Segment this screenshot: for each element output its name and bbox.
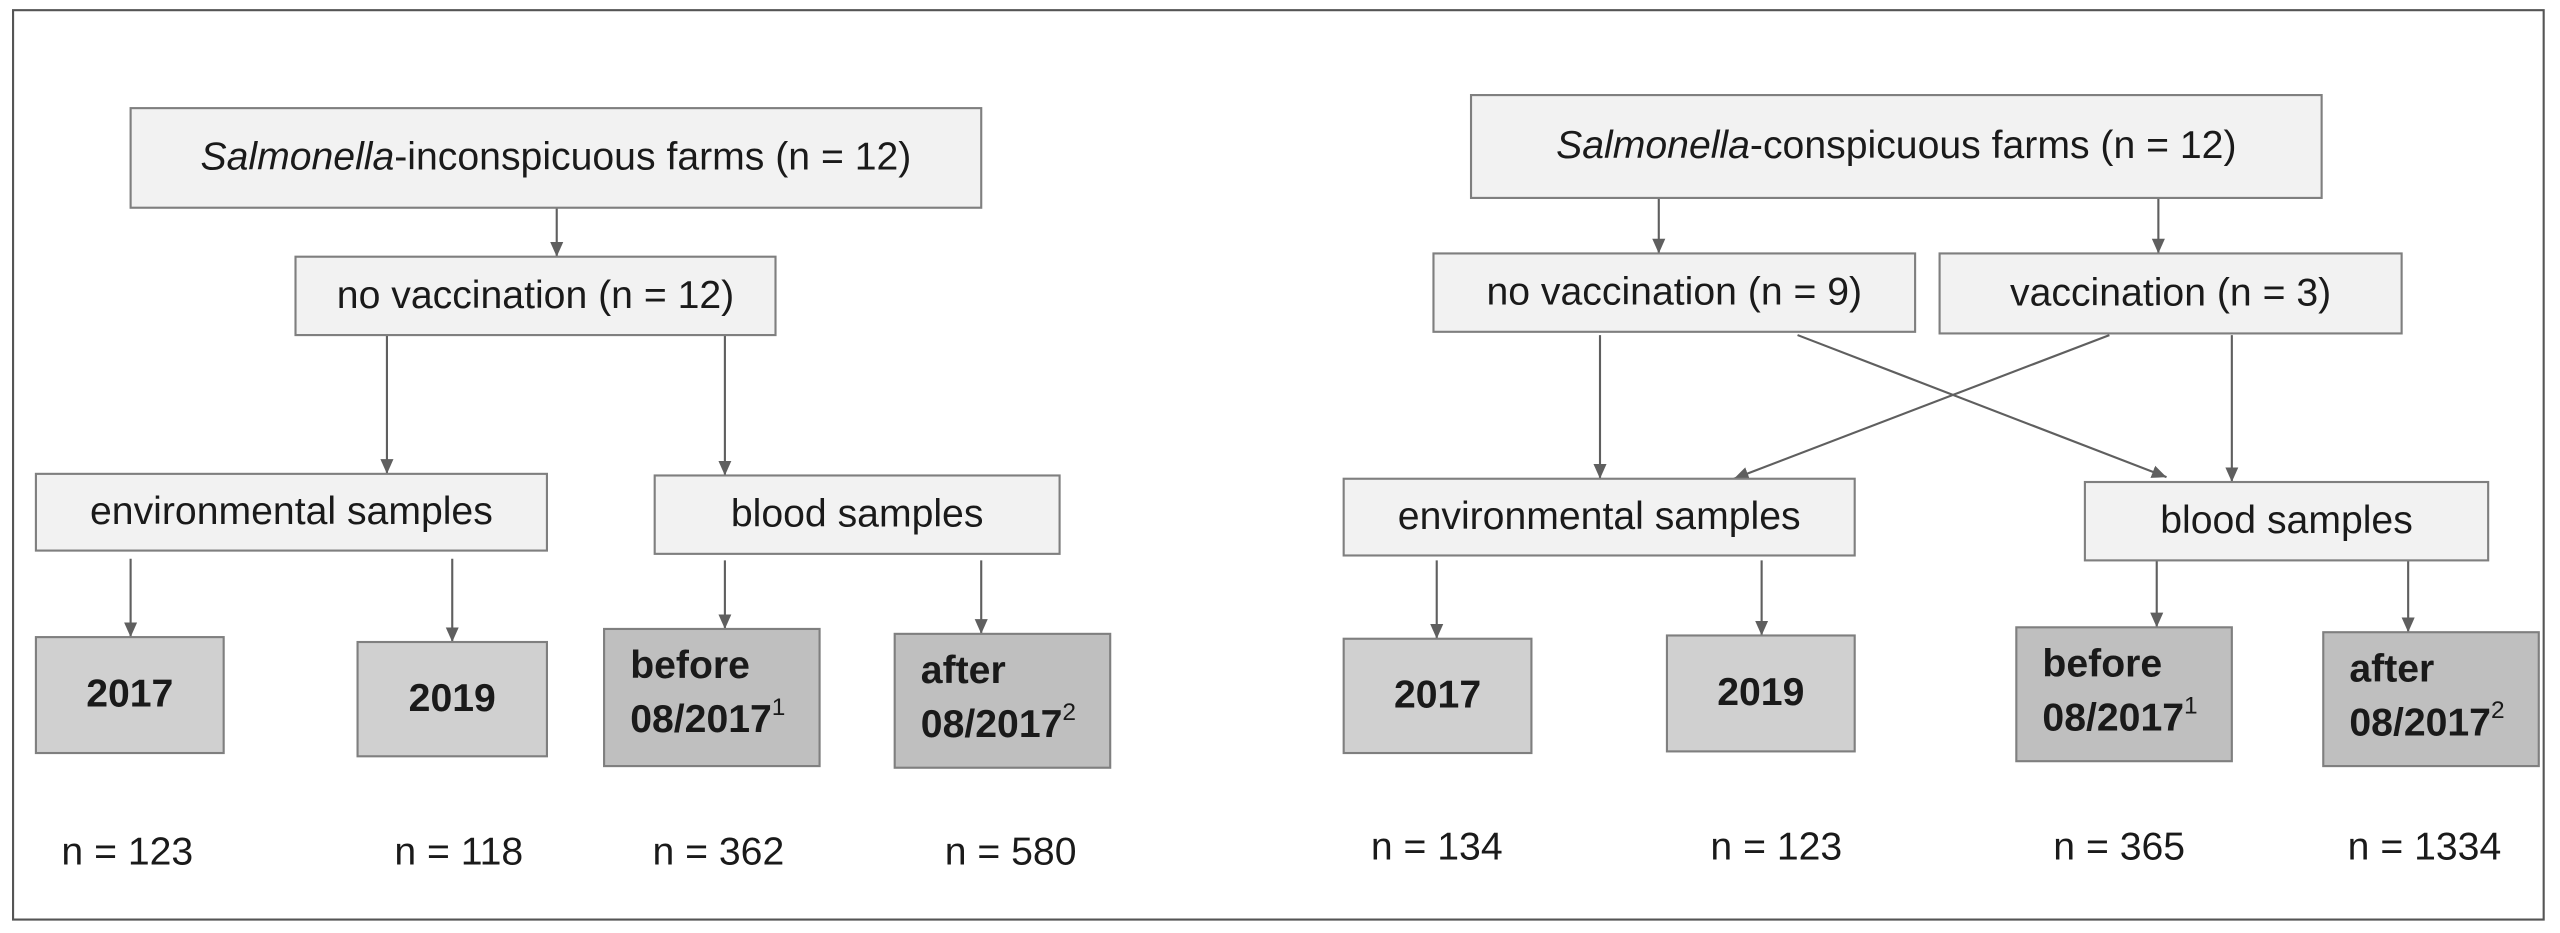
group-label: 2019 (1717, 671, 1804, 714)
vaccination-box (1938, 252, 2403, 335)
count-label: n = 123 (61, 831, 193, 874)
sample-type-box (34, 472, 548, 552)
count-label: n = 580 (945, 831, 1077, 874)
group-label: after (2349, 648, 2434, 691)
group-box (603, 627, 821, 768)
root-text: -inconspicuous farms (n = 12) (394, 136, 911, 179)
group-label: after (921, 649, 1006, 692)
group-box (1342, 637, 1533, 755)
sample-type-label: environmental samples (90, 490, 493, 533)
group-line: 08/2017 (2349, 702, 2491, 745)
group-label: 08/20172 (921, 699, 1076, 746)
footnote-mark: 2 (2491, 698, 2505, 725)
sample-type-box (653, 474, 1061, 555)
group-box (1665, 634, 1856, 753)
root-box (1469, 94, 2323, 199)
count-label: n = 362 (652, 831, 784, 874)
group-line: 08/2017 (630, 698, 772, 741)
group-box (2322, 631, 2540, 768)
footnote-mark: 1 (772, 694, 786, 721)
group-box (893, 632, 1112, 769)
count-label: n = 118 (394, 831, 523, 874)
count-label: n = 1334 (2348, 826, 2502, 869)
count-label: n = 134 (1371, 826, 1503, 869)
group-line: before (630, 644, 750, 687)
sample-type-box (2083, 480, 2490, 562)
group-line: 08/2017 (2042, 697, 2184, 740)
vaccination-label: no vaccination (n = 12) (337, 274, 734, 317)
group-box (2015, 626, 2233, 763)
group-line: after (2349, 648, 2434, 691)
group-line: 2019 (1717, 671, 1804, 714)
vaccination-box (294, 255, 777, 337)
root-italic: Salmonella (200, 136, 394, 179)
vaccination-label: no vaccination (n = 9) (1486, 271, 1862, 314)
sample-type-box (1342, 477, 1856, 557)
group-line: 08/2017 (921, 703, 1063, 746)
root-label: Salmonella-inconspicuous farms (n = 12) (200, 136, 911, 179)
root-box (129, 107, 983, 209)
root-italic: Salmonella (1556, 124, 1750, 167)
group-box (356, 640, 548, 758)
group-label: 08/20172 (2349, 698, 2504, 745)
group-label: 2017 (1394, 674, 1481, 717)
footnote-mark: 1 (2184, 693, 2198, 720)
group-label: 2019 (409, 677, 496, 720)
sample-type-label: blood samples (2160, 499, 2413, 542)
group-line: before (2042, 643, 2162, 686)
group-line: 2019 (409, 677, 496, 720)
sample-type-label: environmental samples (1398, 495, 1801, 538)
arrow (1733, 334, 2110, 480)
group-line: 2017 (86, 673, 173, 716)
sample-type-label: blood samples (731, 493, 984, 536)
group-label: before (2042, 643, 2162, 686)
group-line: after (921, 649, 1006, 692)
vaccination-box (1432, 252, 1917, 333)
count-label: n = 365 (2053, 826, 2185, 869)
root-label: Salmonella-conspicuous farms (n = 12) (1556, 124, 2236, 167)
frame (12, 9, 2545, 921)
vaccination-label: vaccination (n = 3) (2010, 271, 2331, 314)
root-text: -conspicuous farms (n = 12) (1750, 124, 2237, 167)
group-label: before (630, 644, 750, 687)
footnote-mark: 2 (1062, 699, 1076, 726)
group-label: 08/20171 (2042, 693, 2197, 740)
count-label: n = 123 (1710, 826, 1842, 869)
arrow (1797, 334, 2167, 479)
group-label: 2017 (86, 673, 173, 716)
group-line: 2017 (1394, 674, 1481, 717)
group-label: 08/20171 (630, 694, 785, 741)
group-box (34, 636, 225, 755)
